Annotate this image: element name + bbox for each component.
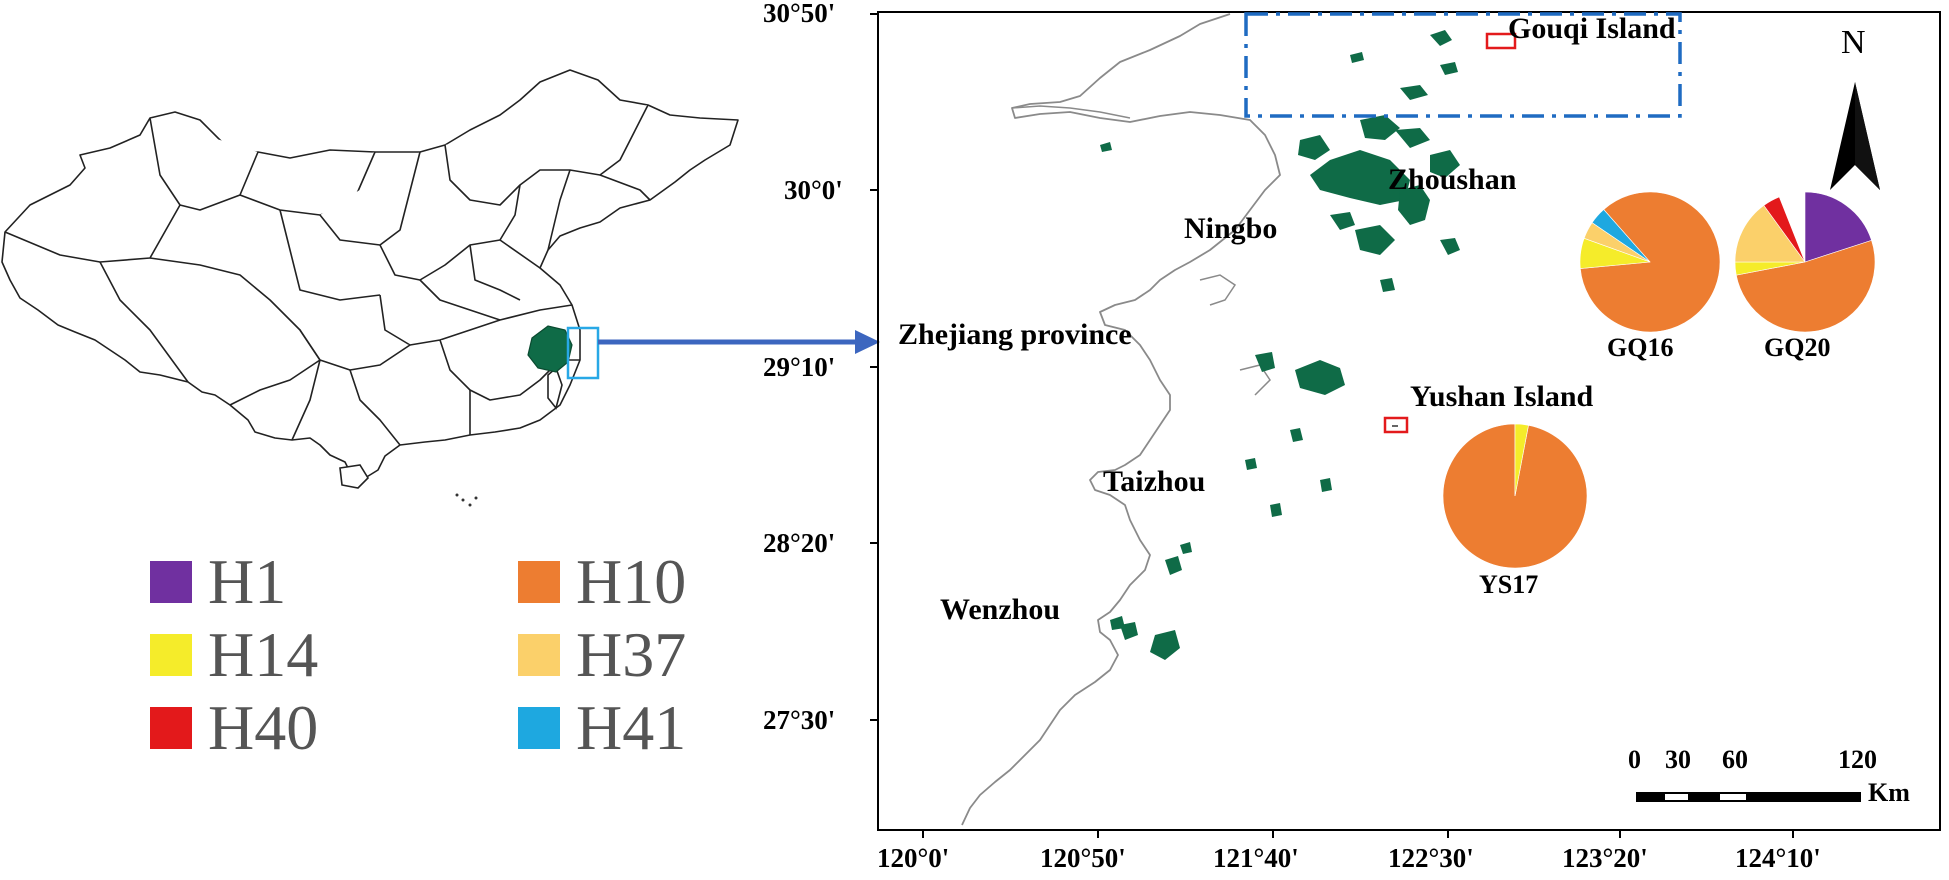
pie-slice-gq20-h1 — [1804, 191, 1872, 263]
scale-label: 30 — [1665, 745, 1691, 774]
legend-label: H41 — [576, 692, 687, 763]
lon-tick-label: 120°50' — [1040, 843, 1126, 873]
place-ningbo: Ningbo — [1184, 212, 1278, 245]
legend-swatch — [150, 634, 192, 676]
pie-label-ys17: YS17 — [1479, 570, 1539, 599]
legend-label: H10 — [576, 546, 687, 617]
lon-tick-label: 122°30' — [1388, 843, 1474, 873]
lon-tick-label: 121°40' — [1213, 843, 1299, 873]
lat-tick-label: 30°0' — [784, 175, 843, 205]
haplotype-pies — [1442, 191, 1876, 569]
scale-label: 0 — [1628, 745, 1641, 774]
legend-swatch — [150, 561, 192, 603]
lon-tick-label: 120°0' — [877, 843, 950, 873]
pie-slice-gq20-h40 — [1763, 196, 1806, 263]
china-overview-map — [1, 69, 739, 507]
legend-swatch — [518, 634, 560, 676]
hainan-island — [339, 464, 370, 489]
legend-swatch — [518, 561, 560, 603]
lat-tick-label: 29°10' — [763, 352, 836, 382]
legend-item-h41: H41 — [518, 692, 687, 763]
lat-tick-label: 27°30' — [763, 705, 836, 735]
scale-label: 60 — [1722, 745, 1748, 774]
legend-label: H37 — [576, 619, 687, 690]
north-label: N — [1841, 24, 1866, 61]
legend-label: H1 — [208, 546, 287, 617]
pie-label-gq20: GQ20 — [1764, 333, 1831, 362]
pie-slice-ys17-h14 — [1514, 423, 1529, 497]
place-wenzhou: Wenzhou — [940, 593, 1061, 626]
place-zhoushan: Zhoushan — [1388, 163, 1517, 196]
pointer-arrow — [598, 330, 880, 354]
lat-tick-label: 28°20' — [763, 528, 836, 558]
map-frame — [877, 11, 1941, 831]
legend-item-h1: H1 — [150, 546, 287, 617]
legend-label: H14 — [208, 619, 319, 690]
lon-tick-label: 123°20' — [1562, 843, 1648, 873]
north-arrow — [1830, 82, 1880, 190]
legend-swatch — [150, 707, 192, 749]
pie-slice-gq20-h10 — [1735, 239, 1876, 333]
yushan-site-box — [1383, 416, 1409, 434]
place-taizhou: Taizhou — [1103, 465, 1206, 498]
pie-slice-gq16-h41 — [1591, 209, 1651, 263]
legend-item-h37: H37 — [518, 619, 687, 690]
place-gouqi-island: Gouqi Island — [1508, 12, 1676, 45]
study-area-box — [1244, 12, 1682, 118]
coastline — [961, 13, 1281, 826]
study-area-inset-box — [566, 326, 600, 380]
pie-slice-gq20-h37 — [1734, 204, 1806, 263]
place-yushan-island: Yushan Island — [1410, 380, 1594, 413]
islands — [1100, 30, 1460, 660]
scale-unit: Km — [1868, 778, 1910, 807]
place-zhejiang-province: Zhejiang province — [898, 318, 1132, 351]
scale-bar — [1636, 792, 1861, 802]
legend-item-h40: H40 — [150, 692, 319, 763]
gouqi-site-box — [1485, 32, 1517, 50]
pie-label-gq16: GQ16 — [1607, 333, 1674, 362]
legend-label: H40 — [208, 692, 319, 763]
lon-tick-label: 124°10' — [1735, 843, 1821, 873]
lat-tick-label: 30°50' — [763, 0, 836, 28]
legend-item-h14: H14 — [150, 619, 319, 690]
legend-swatch — [518, 707, 560, 749]
legend-item-h10: H10 — [518, 546, 687, 617]
pie-slice-gq16-h10 — [1579, 191, 1721, 333]
scale-label: 120 — [1838, 745, 1877, 774]
